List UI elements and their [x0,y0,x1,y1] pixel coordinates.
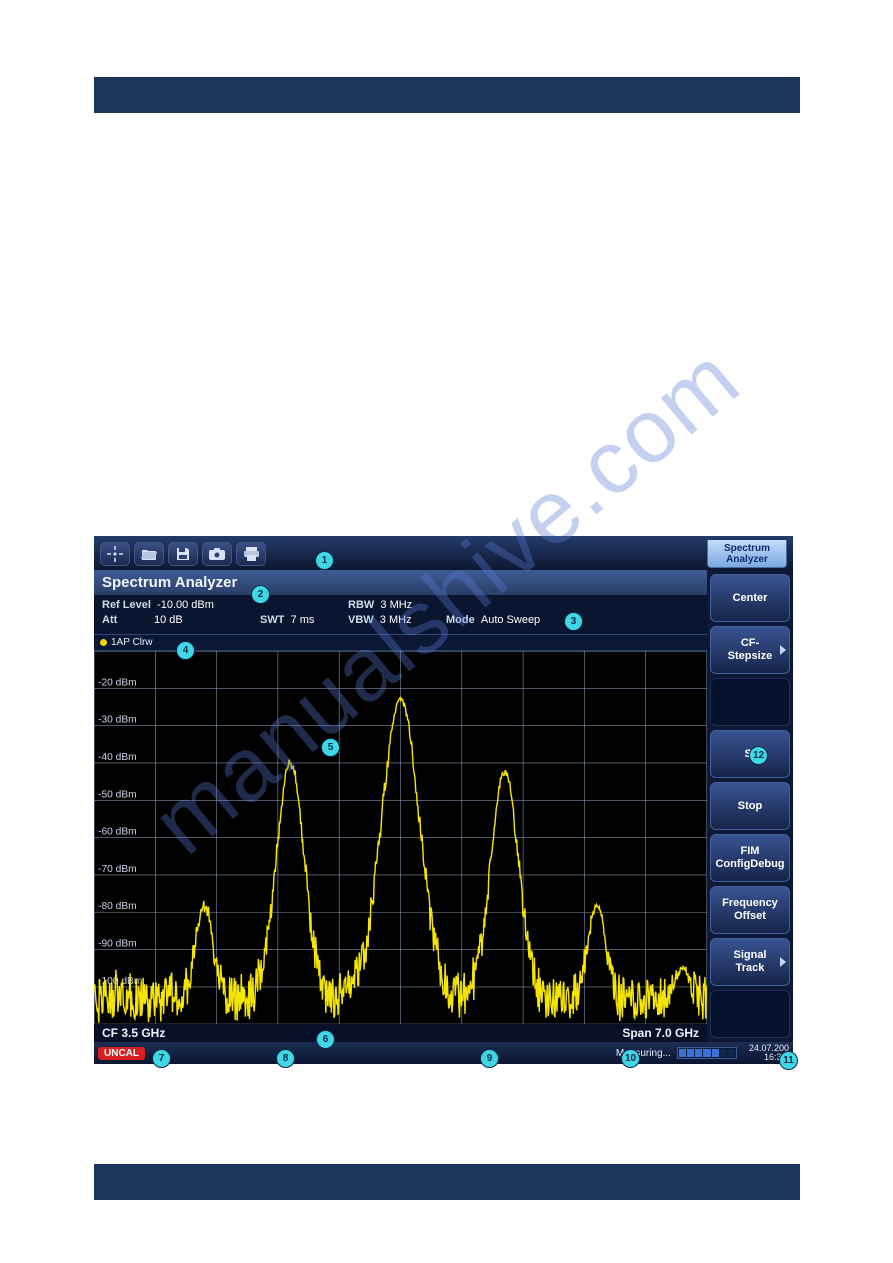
camera-icon[interactable] [202,542,232,566]
callout-4: 4 [176,641,195,660]
center-freq-label: CF 3.5 GHz [102,1026,165,1040]
callout-10: 10 [621,1049,640,1068]
mode-button[interactable]: Spectrum Analyzer [707,540,787,568]
target-icon[interactable] [100,542,130,566]
svg-text:-90 dBm: -90 dBm [98,938,137,949]
toolbar: Spectrum Analyzer [94,536,793,570]
callout-7: 7 [152,1049,171,1068]
vbw-value: 3 MHz [380,614,412,626]
softkey-2 [710,678,790,726]
svg-text:-50 dBm: -50 dBm [98,789,137,800]
softkey-6[interactable]: Frequency Offset [710,886,790,934]
progress-segment [712,1049,719,1057]
progress-segment [687,1049,694,1057]
ref-level-label: Ref Level [102,599,151,611]
trace-color-dot [100,639,107,646]
trace-label: 1AP Clrw [111,637,153,648]
progress-segment [703,1049,710,1057]
vbw-label: VBW [348,614,374,626]
hardware-settings: Ref Level -10.00 dBm RBW 3 MHz Att 10 dB… [94,595,707,635]
rbw-label: RBW [348,599,374,611]
callout-12: 12 [749,746,768,765]
progress-segment [728,1049,735,1057]
mode-label: Mode [446,614,475,626]
callout-1: 1 [315,551,334,570]
att-label: Att [102,614,117,626]
page-footer-bar [94,1164,800,1200]
submenu-caret-icon [780,645,786,655]
spectrum-analyzer-window: Spectrum Analyzer Spectrum Analyzer Ref … [94,536,793,1064]
plot-area[interactable]: -20 dBm -30 dBm -40 dBm -50 dBm -60 dBm -70 d… [94,651,707,1024]
progress-segment [695,1049,702,1057]
softkey-column: CenterCF- StepsizeStStopFIM ConfigDebugF… [707,570,793,1042]
softkey-0[interactable]: Center [710,574,790,622]
submenu-caret-icon [780,957,786,967]
softkey-8 [710,990,790,1038]
svg-text:-70 dBm: -70 dBm [98,864,137,875]
callout-6: 6 [316,1030,335,1049]
x-axis-strip: CF 3.5 GHz Span 7.0 GHz [94,1024,707,1042]
softkey-1[interactable]: CF- Stepsize [710,626,790,674]
rbw-value: 3 MHz [380,599,412,611]
softkey-4[interactable]: Stop [710,782,790,830]
span-label: Span 7.0 GHz [622,1026,699,1040]
open-icon[interactable] [134,542,164,566]
callout-9: 9 [480,1049,499,1068]
progress-segment [679,1049,686,1057]
progress-segment [720,1049,727,1057]
callout-11: 11 [779,1051,798,1070]
ref-level-value: -10.00 dBm [157,599,214,611]
softkey-7[interactable]: Signal Track [710,938,790,986]
mode-value: Auto Sweep [481,614,540,626]
svg-text:-60 dBm: -60 dBm [98,826,137,837]
softkey-5[interactable]: FIM ConfigDebug [710,834,790,882]
svg-text:-40 dBm: -40 dBm [98,752,137,763]
callout-2: 2 [251,585,270,604]
print-icon[interactable] [236,542,266,566]
status-bar: UNCAL Measuring... 24.07.200 16:32: [94,1042,793,1064]
svg-text:-30 dBm: -30 dBm [98,714,137,725]
save-icon[interactable] [168,542,198,566]
att-value: 10 dB [154,614,183,626]
callout-3: 3 [564,612,583,631]
swt-value: 7 ms [291,614,315,626]
swt-label: SWT [260,614,284,626]
svg-text:-20 dBm: -20 dBm [98,677,137,688]
page-header-bar [94,77,800,113]
uncal-badge: UNCAL [98,1047,145,1060]
callout-8: 8 [276,1049,295,1068]
progress-bar [677,1047,737,1059]
svg-text:-80 dBm: -80 dBm [98,901,137,912]
callout-5: 5 [321,738,340,757]
channel-title: Spectrum Analyzer [94,570,707,595]
spectrum-plot: -20 dBm -30 dBm -40 dBm -50 dBm -60 dBm -70 d… [94,651,707,1024]
content-row: Spectrum Analyzer Ref Level -10.00 dBm R… [94,570,793,1042]
